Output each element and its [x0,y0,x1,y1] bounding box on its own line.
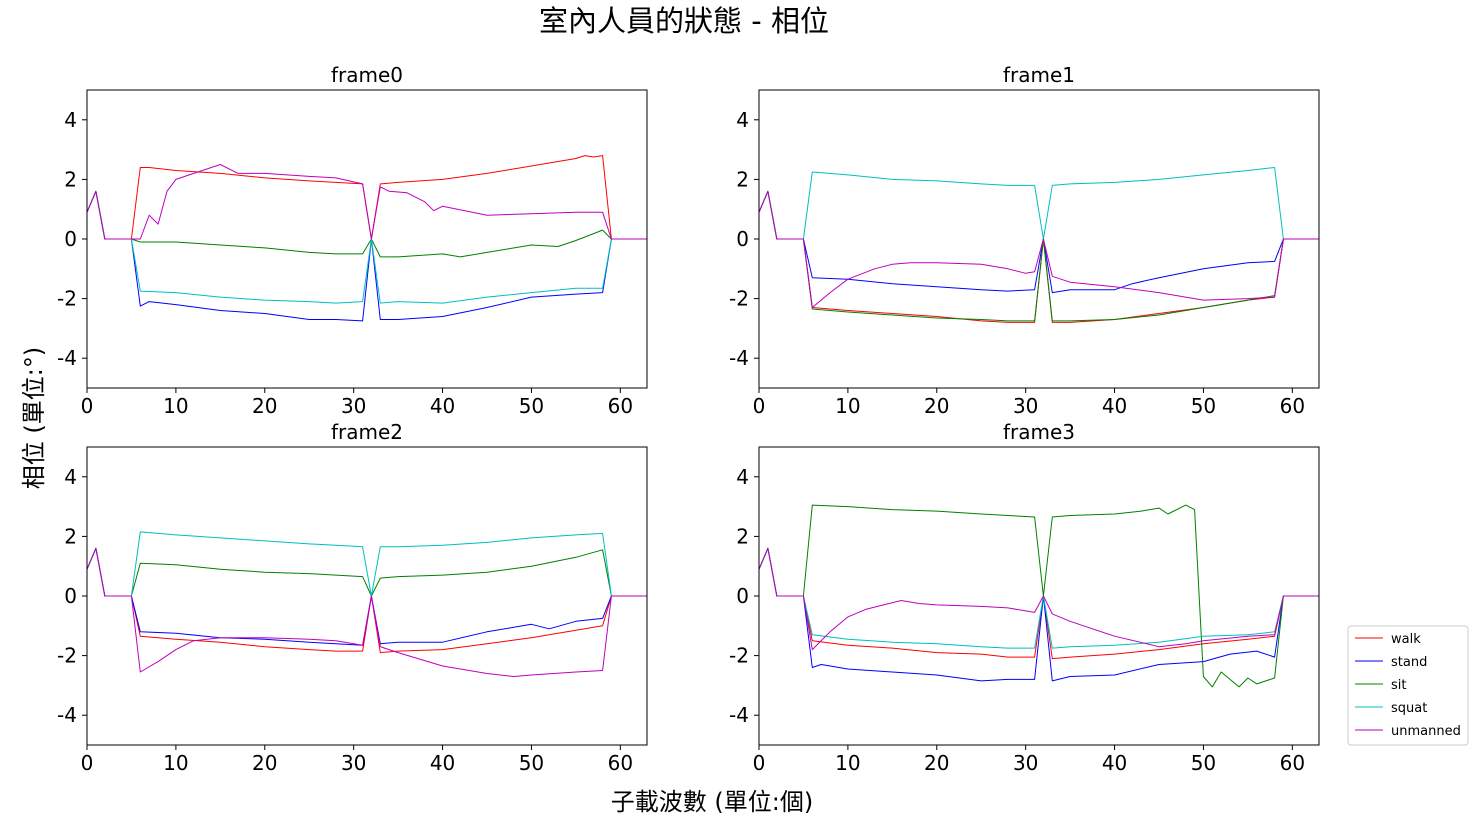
x-tick-label: 10 [835,394,860,418]
x-tick-label: 10 [835,751,860,775]
y-tick-label: 2 [736,167,749,191]
x-tick-label: 50 [519,394,544,418]
legend: walk stand sit squat unmanned [1347,625,1469,746]
x-tick-label: 30 [1013,394,1038,418]
y-tick-label: 4 [64,108,77,132]
legend-label-walk: walk [1391,632,1421,647]
figure-xlabel: 子載波數 (單位:個) [611,788,813,816]
x-tick-label: 50 [519,751,544,775]
y-tick-label: 2 [736,524,749,548]
y-tick-label: 0 [64,227,77,251]
series-line-squat [86,190,647,304]
figure-ylabel: 相位 (單位:°) [20,347,48,489]
y-tick-label: -4 [729,346,749,370]
x-tick-label: 50 [1191,394,1216,418]
legend-label-unmanned: unmanned [1391,724,1461,739]
figure-title: 室內人員的狀態 - 相位 [539,4,829,38]
y-tick-label: 4 [736,108,749,132]
legend-label-stand: stand [1391,655,1427,670]
series-line-sit [758,504,1319,688]
x-tick-label: 40 [1102,751,1127,775]
series-line-sit [86,547,647,597]
legend-label-squat: squat [1391,701,1427,716]
series-line-squat [86,531,647,597]
x-tick-label: 0 [81,394,94,418]
subplot-title: frame0 [331,63,403,87]
series-line-sit [86,190,647,258]
x-tick-label: 50 [1191,751,1216,775]
x-tick-label: 10 [163,394,188,418]
y-tick-label: -2 [729,644,749,668]
x-tick-label: 30 [1013,751,1038,775]
y-tick-label: 0 [736,584,749,608]
series-line-stand [86,190,647,322]
series-line-walk [86,547,647,654]
subplot-title: frame1 [1003,63,1075,87]
x-tick-label: 60 [608,751,633,775]
x-tick-label: 20 [252,751,277,775]
x-tick-label: 0 [81,751,94,775]
legend-label-sit: sit [1391,678,1406,693]
x-tick-label: 20 [924,394,949,418]
y-tick-label: -4 [729,703,749,727]
x-tick-label: 40 [1102,394,1127,418]
series-line-walk [86,155,647,240]
x-tick-label: 20 [924,751,949,775]
subplot-title: frame2 [331,420,403,444]
series-line-stand [86,547,647,646]
x-tick-label: 30 [341,394,366,418]
series-line-unmanned [758,547,1319,651]
x-tick-label: 40 [430,394,455,418]
x-tick-label: 20 [252,394,277,418]
x-tick-label: 40 [430,751,455,775]
x-tick-label: 60 [1280,394,1305,418]
series-line-unmanned [86,547,647,677]
y-tick-label: 2 [64,524,77,548]
y-tick-label: -2 [729,287,749,311]
series-line-stand [758,547,1319,682]
y-tick-label: 4 [64,465,77,489]
y-tick-label: -2 [57,644,77,668]
y-tick-label: -4 [57,346,77,370]
legend-box [1347,625,1469,746]
plot-frame [758,446,1320,746]
y-tick-label: -2 [57,287,77,311]
x-tick-label: 60 [1280,751,1305,775]
x-tick-label: 10 [163,751,188,775]
x-tick-label: 0 [753,394,766,418]
y-tick-label: 2 [64,167,77,191]
x-tick-label: 0 [753,751,766,775]
series-line-squat [758,547,1319,649]
series-line-unmanned [758,190,1319,308]
subplot-title: frame3 [1003,420,1075,444]
plot-frame [758,89,1320,389]
plot-frame [86,446,648,746]
series-line-squat [758,167,1319,240]
y-tick-label: 0 [736,227,749,251]
y-tick-label: 0 [64,584,77,608]
y-tick-label: -4 [57,703,77,727]
plot-frame [86,89,648,389]
series-line-stand [758,190,1319,294]
x-tick-label: 30 [341,751,366,775]
x-tick-label: 60 [608,394,633,418]
series-line-unmanned [86,164,647,240]
y-tick-label: 4 [736,465,749,489]
